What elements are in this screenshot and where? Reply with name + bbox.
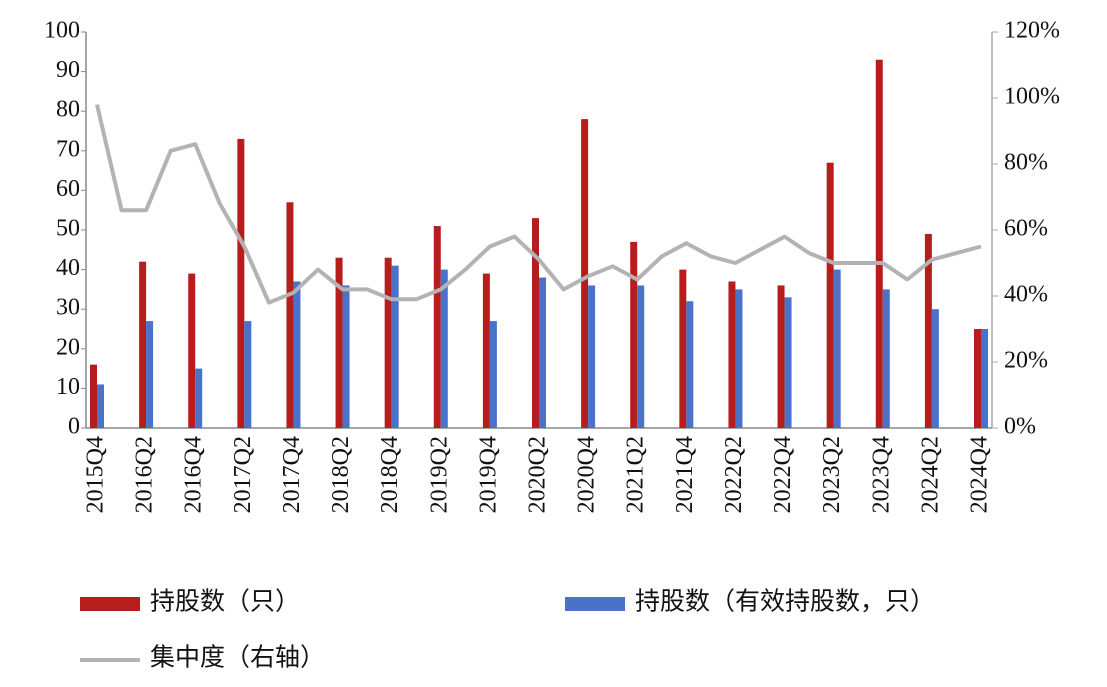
- bar: [728, 281, 736, 428]
- bar: [686, 301, 694, 428]
- bar: [342, 285, 350, 428]
- y-tick-label: 60: [56, 176, 80, 202]
- x-tick-label: 2016Q2: [132, 436, 158, 513]
- y-tick-label: 30: [56, 295, 80, 321]
- bar: [532, 218, 539, 428]
- legend-label: 集中度（右轴）: [150, 644, 325, 672]
- x-tick-label: 2017Q2: [230, 436, 256, 513]
- y-tick-label: 50: [56, 216, 80, 242]
- bar: [146, 321, 154, 428]
- y2-tick-label: 0%: [1004, 414, 1036, 440]
- bar: [735, 289, 743, 428]
- x-tick-label: 2024Q4: [967, 436, 993, 513]
- bar: [286, 202, 294, 428]
- y-tick-label: 90: [56, 57, 80, 83]
- bar: [924, 233, 932, 428]
- bar: [974, 329, 981, 428]
- y2-tick-label: 40%: [1004, 282, 1048, 308]
- bar: [833, 269, 841, 428]
- x-tick-label: 2019Q4: [475, 436, 501, 513]
- bar: [139, 261, 147, 428]
- bar: [237, 138, 245, 429]
- bar: [433, 226, 441, 428]
- bar: [931, 309, 939, 428]
- bar: [482, 273, 490, 428]
- x-tick-label: 2021Q2: [623, 436, 649, 513]
- bar: [391, 265, 399, 428]
- y-tick-label: 10: [56, 374, 80, 400]
- x-tick-label: 2020Q4: [574, 436, 600, 513]
- bar: [637, 285, 645, 428]
- bar: [588, 285, 596, 428]
- line: [95, 104, 982, 305]
- x-tick-label: 2018Q2: [328, 436, 354, 513]
- y2-tick-label: 60%: [1004, 216, 1048, 242]
- x-tick-label: 2021Q4: [672, 436, 698, 513]
- y-tick-label: 100: [44, 18, 80, 44]
- bar: [539, 277, 546, 428]
- x-tick-label: 2019Q2: [426, 436, 452, 513]
- legend-label: 持股数（只）: [150, 588, 300, 616]
- bar: [384, 257, 392, 428]
- bar: [630, 241, 638, 428]
- bar: [981, 329, 988, 428]
- x-tick-label: 2018Q4: [377, 436, 403, 513]
- bar: [293, 281, 301, 428]
- y-tick-label: 0: [68, 414, 80, 440]
- bar: [440, 269, 448, 428]
- bar: [489, 321, 497, 428]
- y-tick-label: 70: [56, 136, 80, 162]
- bar: [581, 119, 589, 429]
- bar: [777, 285, 785, 428]
- bar: [335, 257, 343, 428]
- x-tick-label: 2022Q4: [770, 436, 796, 513]
- x-tick-label: 2015Q4: [83, 436, 109, 513]
- x-tick-label: 2017Q4: [279, 436, 305, 513]
- y2-tick-label: 20%: [1004, 348, 1048, 374]
- x-tick-label: 2023Q4: [868, 436, 894, 513]
- x-tick-label: 2020Q2: [525, 436, 551, 513]
- bar: [97, 384, 104, 428]
- bar: [90, 364, 97, 428]
- x-tick-label: 2022Q2: [721, 436, 747, 513]
- y-tick-label: 80: [56, 97, 80, 123]
- bar: [875, 59, 883, 428]
- y-tick-label: 40: [56, 255, 80, 281]
- x-tick-label: 2016Q4: [181, 436, 207, 513]
- bar: [784, 297, 792, 428]
- bar: [882, 289, 890, 428]
- y2-tick-label: 80%: [1004, 150, 1048, 176]
- legend-swatch: [80, 597, 140, 611]
- y2-tick-label: 100%: [1004, 84, 1060, 110]
- legend-label: 持股数（有效持股数，只）: [635, 588, 935, 616]
- bar: [826, 162, 834, 428]
- x-tick-label: 2023Q2: [819, 436, 845, 513]
- legend-swatch: [565, 597, 625, 611]
- bar: [188, 273, 196, 428]
- x-tick-label: 2024Q2: [917, 436, 943, 513]
- bar: [244, 321, 252, 428]
- y-tick-label: 20: [56, 334, 80, 360]
- y2-tick-label: 120%: [1004, 18, 1060, 44]
- bar: [195, 368, 203, 428]
- bar: [679, 269, 687, 428]
